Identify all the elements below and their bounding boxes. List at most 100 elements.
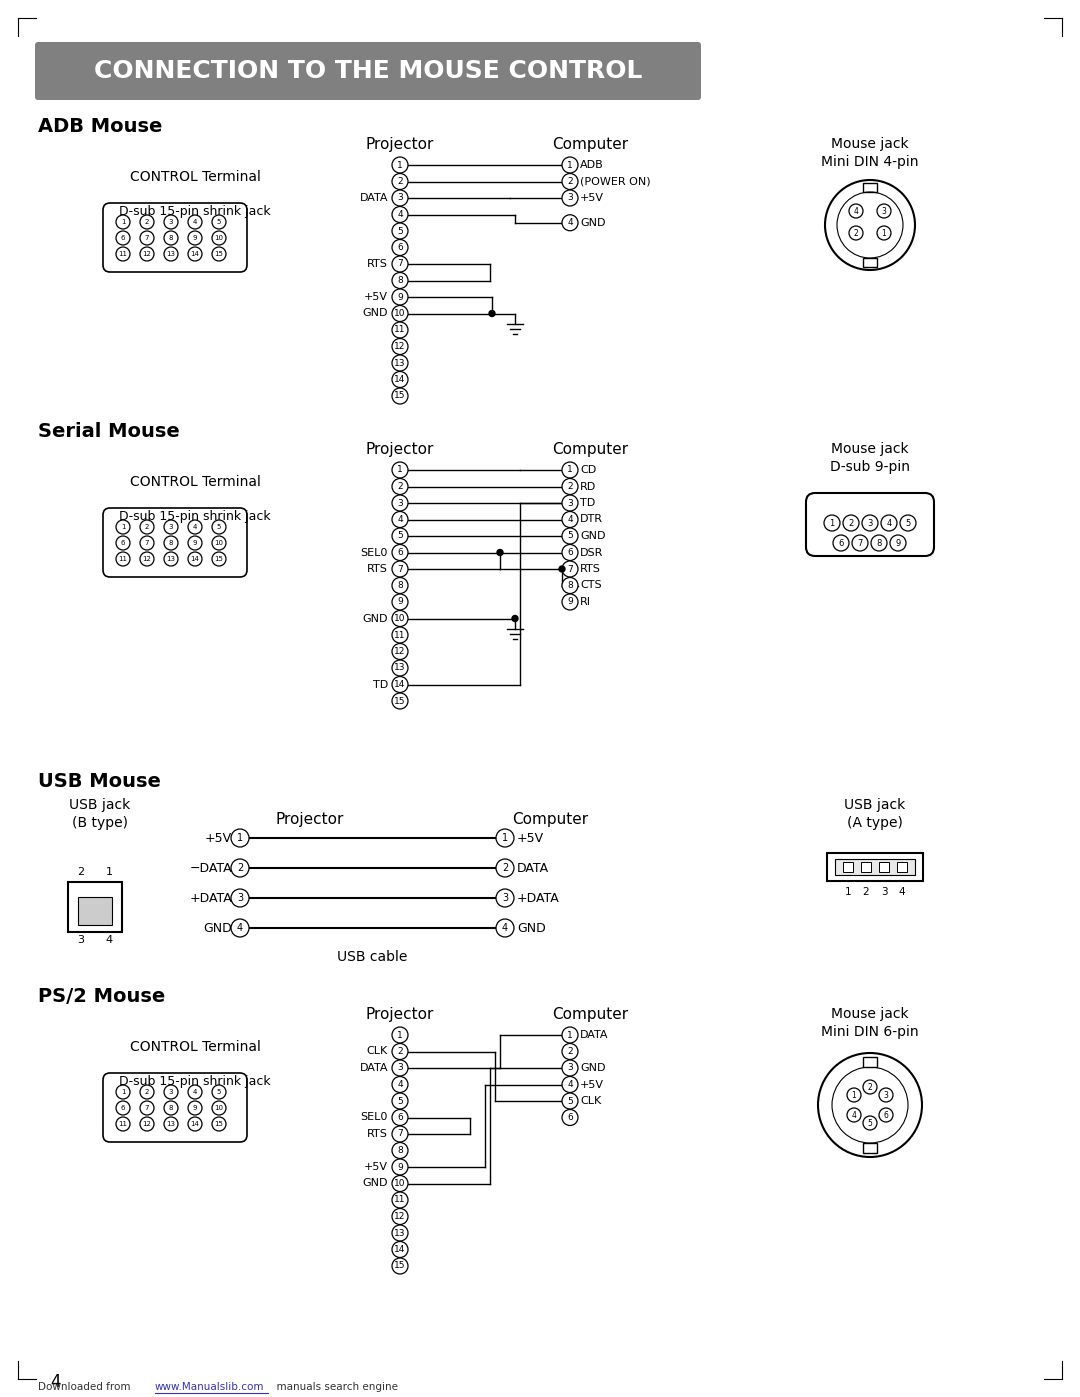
Text: RTS: RTS <box>367 564 388 574</box>
Text: GND: GND <box>580 218 606 228</box>
Text: 4: 4 <box>193 1090 198 1095</box>
Circle shape <box>890 535 906 550</box>
Circle shape <box>392 1143 408 1158</box>
Text: D-sub 15-pin shrink jack: D-sub 15-pin shrink jack <box>119 205 271 218</box>
Circle shape <box>392 462 408 478</box>
Text: 15: 15 <box>394 1261 406 1270</box>
Text: RD: RD <box>580 482 596 492</box>
Text: 4: 4 <box>106 935 112 944</box>
Text: USB jack: USB jack <box>845 798 906 812</box>
Circle shape <box>188 1101 202 1115</box>
Text: 5: 5 <box>867 1119 873 1127</box>
Circle shape <box>116 1101 130 1115</box>
Text: D-sub 15-pin shrink jack: D-sub 15-pin shrink jack <box>119 1076 271 1088</box>
Circle shape <box>392 355 408 372</box>
Circle shape <box>116 520 130 534</box>
Circle shape <box>881 515 897 531</box>
Circle shape <box>392 1126 408 1141</box>
Text: 9: 9 <box>192 235 198 242</box>
Text: 10: 10 <box>394 309 406 319</box>
Circle shape <box>231 919 249 937</box>
Circle shape <box>392 1192 408 1208</box>
Text: 11: 11 <box>119 1120 127 1127</box>
Text: 1: 1 <box>121 1090 125 1095</box>
Text: 5: 5 <box>567 531 572 541</box>
Text: 4: 4 <box>193 219 198 225</box>
Text: 6: 6 <box>567 548 572 557</box>
Text: 1: 1 <box>567 465 572 475</box>
Text: 1: 1 <box>397 465 403 475</box>
Circle shape <box>392 594 408 610</box>
Text: 12: 12 <box>143 251 151 257</box>
Circle shape <box>562 562 578 577</box>
Text: 5: 5 <box>397 1097 403 1105</box>
Circle shape <box>140 247 154 261</box>
Text: (B type): (B type) <box>72 816 129 830</box>
Text: 5: 5 <box>217 1090 221 1095</box>
Text: CLK: CLK <box>367 1046 388 1056</box>
Text: CONTROL Terminal: CONTROL Terminal <box>130 170 260 184</box>
Text: 1: 1 <box>567 161 572 169</box>
Text: D-sub 15-pin shrink jack: D-sub 15-pin shrink jack <box>119 510 271 522</box>
Text: 7: 7 <box>397 260 403 268</box>
FancyBboxPatch shape <box>103 203 247 272</box>
Circle shape <box>164 552 178 566</box>
Text: 6: 6 <box>397 1113 403 1122</box>
Text: 9: 9 <box>192 1105 198 1111</box>
Text: ADB: ADB <box>580 161 604 170</box>
Text: −DATA: −DATA <box>189 862 232 875</box>
Text: SEL0: SEL0 <box>361 1112 388 1123</box>
Circle shape <box>489 310 495 317</box>
Text: GND: GND <box>580 531 606 541</box>
Circle shape <box>188 520 202 534</box>
Text: GND: GND <box>363 613 388 623</box>
Text: 9: 9 <box>192 541 198 546</box>
Text: 4: 4 <box>853 207 859 215</box>
Text: 3: 3 <box>397 194 403 203</box>
Text: USB Mouse: USB Mouse <box>38 773 161 791</box>
Text: 11: 11 <box>394 1196 406 1204</box>
Text: 10: 10 <box>394 1179 406 1187</box>
Text: 3: 3 <box>397 1063 403 1073</box>
Circle shape <box>392 1060 408 1076</box>
Circle shape <box>212 1085 226 1099</box>
Text: +DATA: +DATA <box>517 891 559 904</box>
Circle shape <box>562 1060 578 1076</box>
Text: 2: 2 <box>849 518 853 528</box>
Circle shape <box>212 1101 226 1115</box>
Text: +5V: +5V <box>580 1080 604 1090</box>
Text: (A type): (A type) <box>847 816 903 830</box>
Circle shape <box>392 207 408 222</box>
Text: 2: 2 <box>145 1090 149 1095</box>
Circle shape <box>164 231 178 244</box>
Circle shape <box>392 1208 408 1225</box>
Circle shape <box>140 552 154 566</box>
Text: PS/2 Mouse: PS/2 Mouse <box>38 988 165 1006</box>
Text: +5V: +5V <box>517 831 544 845</box>
Text: Mouse jack: Mouse jack <box>832 441 908 455</box>
Text: 1: 1 <box>106 868 112 877</box>
Text: 12: 12 <box>143 556 151 562</box>
Text: Mouse jack: Mouse jack <box>832 137 908 151</box>
Circle shape <box>852 535 868 550</box>
Text: 4: 4 <box>397 515 403 524</box>
Circle shape <box>392 511 408 528</box>
Text: 5: 5 <box>905 518 910 528</box>
Circle shape <box>879 1108 893 1122</box>
Circle shape <box>392 1044 408 1059</box>
Text: 1: 1 <box>397 1031 403 1039</box>
Text: 1: 1 <box>237 833 243 842</box>
Circle shape <box>231 859 249 877</box>
Text: 6: 6 <box>567 1113 572 1122</box>
Text: Projector: Projector <box>366 1007 434 1023</box>
Text: RI: RI <box>580 597 591 608</box>
Text: 15: 15 <box>394 391 406 401</box>
Circle shape <box>392 239 408 256</box>
Text: +5V: +5V <box>364 1162 388 1172</box>
Circle shape <box>164 536 178 550</box>
Text: 1: 1 <box>567 1031 572 1039</box>
Text: 5: 5 <box>397 226 403 236</box>
Text: 10: 10 <box>215 235 224 242</box>
Text: 13: 13 <box>166 1120 175 1127</box>
Text: 9: 9 <box>397 292 403 302</box>
